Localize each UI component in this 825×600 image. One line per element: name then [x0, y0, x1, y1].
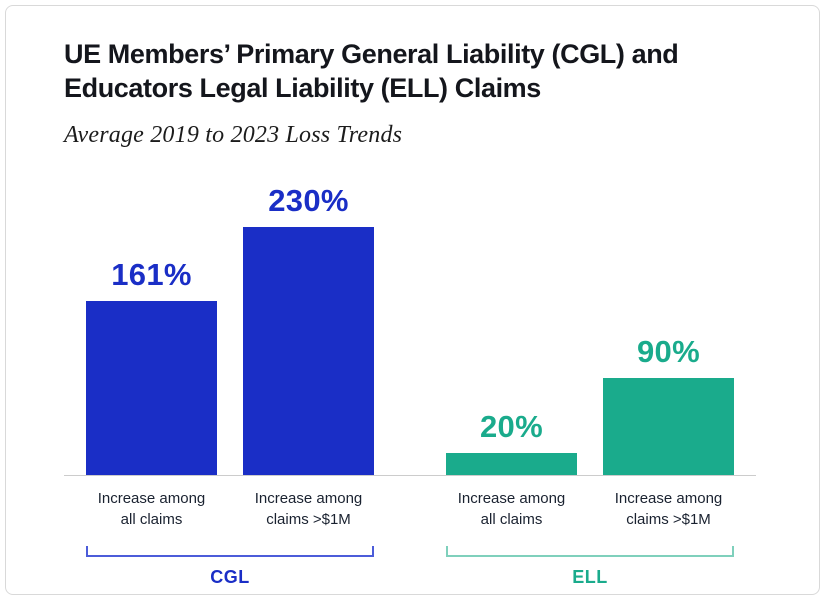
chart-title: UE Members’ Primary General Liability (C…	[64, 38, 761, 106]
bar-cgl-all-claims	[86, 300, 217, 475]
group-label-ell: ELL	[572, 566, 608, 587]
bracket-cgl: CGL	[86, 545, 374, 588]
bar-ell-claims-over-1m	[603, 377, 734, 475]
label-group-cgl: Increase among all claims Increase among…	[86, 488, 374, 530]
bar-value-label: 161%	[111, 256, 192, 292]
bar-group-cgl: 161% 230%	[86, 183, 374, 475]
bracket-line-ell	[446, 545, 734, 557]
chart-card: UE Members’ Primary General Liability (C…	[5, 5, 820, 595]
chart-title-line2: Educators Legal Liability (ELL) Claims	[64, 72, 541, 103]
group-brackets: CGL ELL	[64, 545, 756, 588]
bar-chart: 161% 230% 20% 90%	[64, 175, 756, 588]
x-axis-label: Increase among all claims	[97, 489, 206, 528]
bar-cell-cgl-all-claims: 161%	[86, 257, 217, 475]
bars-row: 161% 230% 20% 90%	[64, 175, 756, 475]
chart-title-line1: UE Members’ Primary General Liability (C…	[64, 39, 679, 69]
group-label-cgl: CGL	[210, 566, 250, 587]
bar-cell-cgl-claims-over-1m: 230%	[243, 183, 374, 475]
x-axis-label: Increase among claims >$1M	[614, 489, 723, 528]
bar-cgl-claims-over-1m	[243, 226, 374, 475]
x-axis-label: Increase among all claims	[457, 489, 566, 528]
chart-subtitle: Average 2019 to 2023 Loss Trends	[64, 121, 403, 148]
x-axis-label: Increase among claims >$1M	[254, 489, 363, 528]
bar-value-label: 230%	[268, 182, 349, 218]
bar-value-label: 20%	[480, 408, 543, 444]
bracket-ell: ELL	[446, 545, 734, 588]
bar-group-ell: 20% 90%	[446, 334, 734, 475]
bar-value-label: 90%	[637, 333, 700, 369]
x-axis-labels: Increase among all claims Increase among…	[64, 476, 756, 530]
bar-cell-ell-all-claims: 20%	[446, 409, 577, 475]
bracket-line-cgl	[86, 545, 374, 557]
x-axis-baseline	[64, 474, 756, 476]
bar-ell-all-claims	[446, 452, 577, 475]
label-group-ell: Increase among all claims Increase among…	[446, 488, 734, 530]
bar-cell-ell-claims-over-1m: 90%	[603, 334, 734, 475]
